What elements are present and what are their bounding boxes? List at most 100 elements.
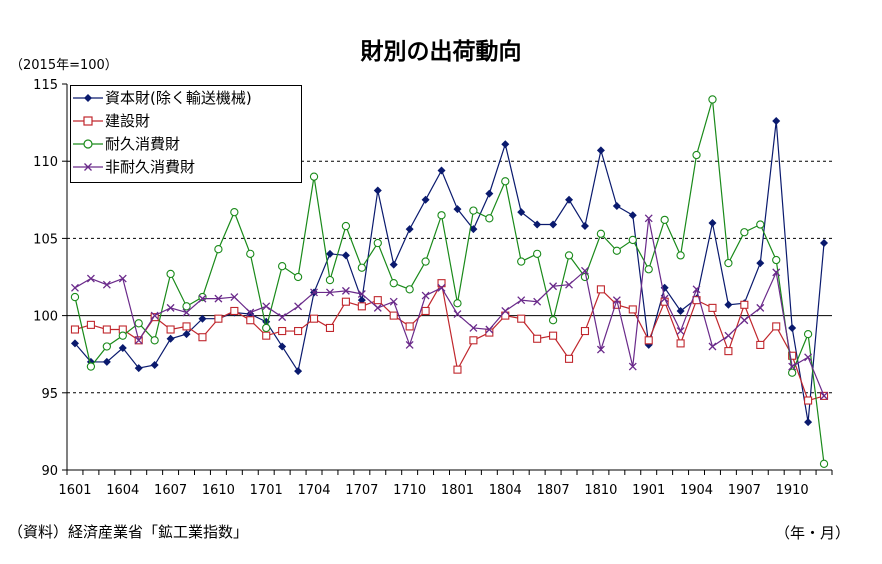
data-point-construction bbox=[166, 325, 175, 334]
data-point-durable bbox=[628, 235, 637, 245]
legend-marker-capital bbox=[84, 93, 92, 102]
data-point-capital bbox=[421, 195, 430, 204]
data-point-capital bbox=[628, 211, 637, 220]
data-point-durable bbox=[118, 331, 127, 340]
data-point-nondurable bbox=[230, 293, 239, 302]
x-tick-label-1810: 1810 bbox=[584, 483, 617, 498]
legend-item-nondurable: 非耐久消費財 bbox=[71, 155, 301, 178]
data-point-durable bbox=[246, 249, 255, 258]
data-point-durable bbox=[278, 262, 287, 271]
data-point-capital bbox=[70, 339, 79, 348]
data-point-capital bbox=[182, 330, 191, 339]
data-point-capital bbox=[341, 251, 350, 260]
data-point-nondurable bbox=[182, 308, 191, 317]
data-point-construction bbox=[533, 334, 542, 343]
data-point-capital bbox=[134, 364, 143, 373]
data-point-nondurable bbox=[517, 296, 526, 305]
y-tick-label-115: 115 bbox=[33, 78, 58, 93]
data-point-nondurable bbox=[565, 280, 573, 289]
legend-swatch-nondurable bbox=[73, 162, 103, 171]
data-point-nondurable bbox=[469, 323, 478, 332]
data-point-capital bbox=[565, 195, 574, 204]
data-point-nondurable bbox=[549, 282, 558, 291]
data-point-construction bbox=[437, 279, 446, 288]
data-point-nondurable bbox=[485, 325, 494, 334]
data-point-nondurable bbox=[692, 285, 701, 294]
data-point-capital bbox=[389, 260, 398, 269]
data-point-durable bbox=[389, 279, 398, 288]
data-point-nondurable bbox=[166, 303, 175, 312]
data-point-durable bbox=[341, 221, 351, 231]
data-point-durable bbox=[325, 275, 335, 285]
data-point-durable bbox=[533, 249, 542, 258]
data-point-durable bbox=[166, 269, 175, 279]
data-point-construction bbox=[309, 314, 319, 323]
data-point-nondurable bbox=[357, 290, 366, 298]
data-point-capital bbox=[453, 205, 462, 214]
data-point-construction bbox=[325, 323, 335, 333]
data-point-nondurable bbox=[86, 274, 95, 283]
data-point-capital bbox=[820, 239, 829, 248]
data-point-capital bbox=[580, 222, 589, 231]
data-point-durable bbox=[485, 214, 494, 223]
data-point-construction bbox=[214, 314, 223, 323]
legend-item-construction: 建設財 bbox=[71, 109, 301, 132]
data-point-capital bbox=[804, 418, 813, 427]
data-point-construction bbox=[357, 302, 366, 311]
data-point-construction bbox=[772, 322, 781, 331]
x-tick-label-1904: 1904 bbox=[680, 483, 713, 498]
data-point-nondurable bbox=[644, 214, 653, 223]
data-point-durable bbox=[612, 246, 621, 255]
data-point-nondurable bbox=[788, 362, 797, 371]
data-point-nondurable bbox=[581, 266, 589, 275]
data-point-capital bbox=[198, 314, 207, 323]
data-point-durable bbox=[819, 459, 829, 468]
data-point-nondurable bbox=[740, 316, 749, 325]
data-point-durable bbox=[740, 228, 749, 237]
data-point-capital bbox=[437, 166, 446, 175]
data-point-capital bbox=[294, 367, 303, 376]
data-point-durable bbox=[182, 302, 191, 311]
data-point-construction bbox=[453, 365, 462, 374]
data-point-durable bbox=[772, 255, 781, 265]
data-point-capital bbox=[469, 225, 478, 234]
y-tick-label-90: 90 bbox=[41, 464, 58, 479]
data-point-construction bbox=[580, 326, 590, 336]
x-tick-label-1907: 1907 bbox=[728, 483, 761, 498]
data-point-durable bbox=[453, 299, 462, 308]
data-point-capital bbox=[102, 357, 111, 366]
data-point-nondurable bbox=[533, 297, 542, 306]
y-tick-label-100: 100 bbox=[33, 310, 58, 325]
data-point-durable bbox=[644, 265, 653, 274]
data-point-nondurable bbox=[341, 286, 350, 295]
data-point-capital bbox=[325, 249, 334, 258]
data-point-nondurable bbox=[118, 274, 127, 283]
data-point-construction bbox=[740, 300, 749, 309]
data-point-capital bbox=[756, 259, 765, 268]
data-point-construction bbox=[596, 285, 605, 294]
data-point-construction bbox=[421, 306, 430, 316]
legend-label-capital: 資本財(除く輸送機械) bbox=[105, 89, 252, 107]
data-point-durable bbox=[803, 329, 813, 339]
data-point-durable bbox=[86, 362, 96, 371]
data-point-construction bbox=[756, 340, 765, 349]
data-point-construction bbox=[708, 303, 717, 312]
x-tick-label-1901: 1901 bbox=[632, 483, 665, 498]
data-point-durable bbox=[262, 323, 271, 333]
data-point-nondurable bbox=[820, 391, 828, 400]
data-point-construction bbox=[341, 297, 350, 306]
data-point-nondurable bbox=[102, 280, 111, 289]
data-point-capital bbox=[357, 296, 366, 305]
x-tick-label-1610: 1610 bbox=[202, 483, 235, 498]
data-point-construction bbox=[182, 322, 191, 331]
data-point-construction bbox=[278, 326, 287, 336]
data-point-nondurable bbox=[724, 331, 733, 340]
data-point-durable bbox=[692, 150, 701, 160]
data-point-construction bbox=[517, 314, 526, 323]
data-point-durable bbox=[596, 229, 606, 238]
data-point-construction bbox=[405, 322, 414, 331]
data-point-nondurable bbox=[262, 302, 271, 311]
data-point-nondurable bbox=[389, 297, 398, 306]
x-tick-label-1807: 1807 bbox=[537, 483, 570, 498]
